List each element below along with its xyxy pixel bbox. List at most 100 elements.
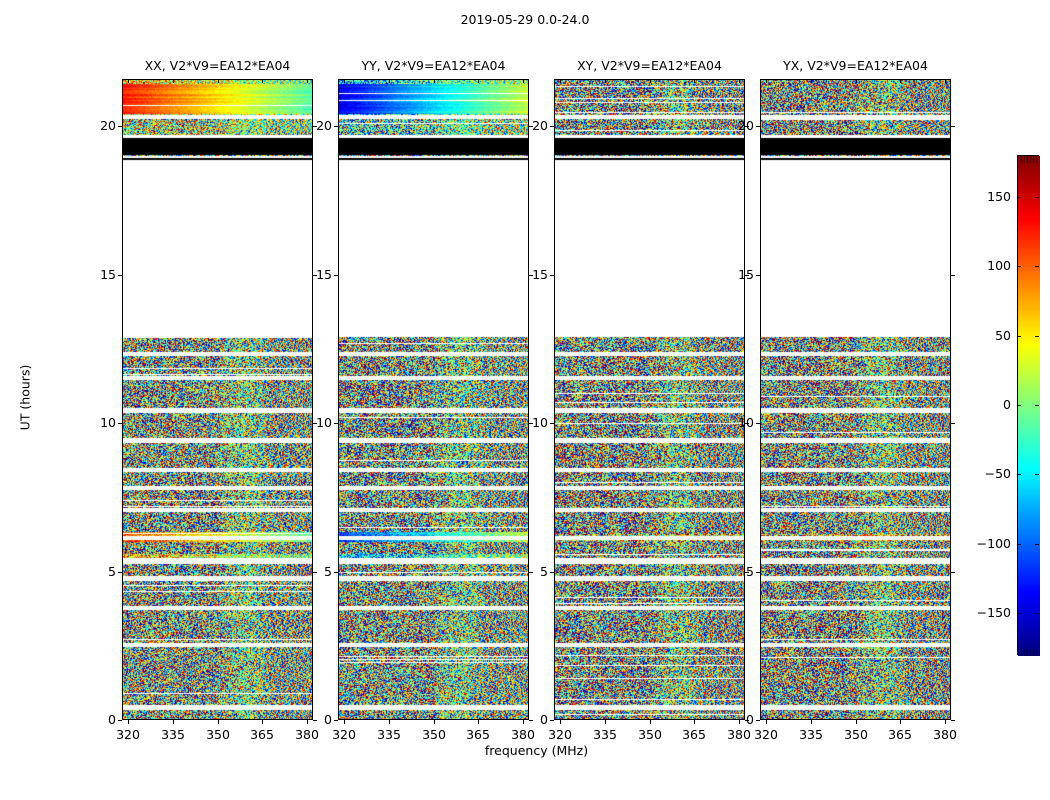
y-tick-label: 0 [540, 712, 548, 727]
axis-tick [951, 572, 955, 573]
y-tick-label: 10 [316, 415, 332, 430]
y-tick-label: 20 [738, 118, 754, 133]
panel-xx[interactable]: XX, V2*V9=EA12*EA04 [122, 58, 313, 720]
y-tick-label: 5 [746, 564, 754, 579]
axis-tick [739, 720, 740, 724]
axis-tick [550, 572, 554, 573]
panel-xy[interactable]: XY, V2*V9=EA12*EA04 [554, 58, 745, 720]
x-tick-label: 365 [466, 727, 490, 742]
panel-xy-heatmap [554, 79, 745, 720]
panel-yx-title: YX, V2*V9=EA12*EA04 [783, 58, 928, 73]
figure-suptitle: 2019-05-29 0.0-24.0 [460, 12, 590, 27]
y-tick-label: 5 [108, 564, 116, 579]
colorbar-tick [1017, 405, 1021, 406]
axis-tick [529, 572, 533, 573]
y-tick-label: 15 [738, 267, 754, 282]
axis-tick [334, 275, 338, 276]
axis-tick [945, 79, 946, 83]
colorbar-gradient [1018, 156, 1040, 656]
colorbar-tick [1035, 405, 1039, 406]
x-tick-label: 380 [511, 727, 535, 742]
x-tick-label: 365 [888, 727, 912, 742]
axis-tick [605, 79, 606, 83]
colorbar-tick-label: 0 [1003, 397, 1011, 412]
panel-yx[interactable]: YX, V2*V9=EA12*EA04 [760, 58, 951, 720]
x-tick-label: 320 [548, 727, 572, 742]
axis-tick [745, 572, 749, 573]
axis-tick [344, 720, 345, 724]
axis-tick [128, 79, 129, 83]
axis-tick [856, 79, 857, 83]
y-tick-label: 5 [324, 564, 332, 579]
panel-xy-frame [554, 79, 745, 720]
axis-tick [900, 720, 901, 724]
axis-tick [313, 275, 317, 276]
axis-tick [951, 423, 955, 424]
axis-tick [173, 79, 174, 83]
y-tick-label: 20 [100, 118, 116, 133]
axis-tick [856, 720, 857, 724]
axis-tick [218, 720, 219, 724]
colorbar-tick-label: −150 [976, 605, 1011, 620]
y-tick-label: 0 [324, 712, 332, 727]
axis-tick [745, 126, 749, 127]
axis-tick [529, 126, 533, 127]
axis-tick [945, 720, 946, 724]
axis-tick [951, 720, 955, 721]
panel-yy[interactable]: YY, V2*V9=EA12*EA04 [338, 58, 529, 720]
x-tick-label: 380 [295, 727, 319, 742]
panel-yy-heatmap [338, 79, 529, 720]
panel-xy-title: XY, V2*V9=EA12*EA04 [577, 58, 722, 73]
axis-tick [694, 720, 695, 724]
panel-xx-frame [122, 79, 313, 720]
axis-tick [745, 423, 749, 424]
axis-tick [313, 720, 317, 721]
axis-tick [262, 720, 263, 724]
axis-tick [560, 720, 561, 724]
axis-tick [756, 423, 760, 424]
x-tick-label: 335 [161, 727, 185, 742]
x-tick-label: 320 [332, 727, 356, 742]
axis-tick [739, 79, 740, 83]
y-tick-label: 20 [316, 118, 332, 133]
colorbar-tick [1017, 613, 1021, 614]
axis-tick [951, 275, 955, 276]
x-tick-label: 380 [933, 727, 957, 742]
axis-tick [766, 79, 767, 83]
x-tick-label: 335 [799, 727, 823, 742]
axis-tick [745, 275, 749, 276]
y-tick-label: 15 [532, 267, 548, 282]
axis-tick [756, 572, 760, 573]
axis-tick [550, 126, 554, 127]
axis-tick [951, 126, 955, 127]
panel-xx-heatmap [122, 79, 313, 720]
y-axis-title: UT (hours) [17, 364, 33, 430]
axis-tick [313, 126, 317, 127]
colorbar-tick [1017, 474, 1021, 475]
axis-tick [334, 720, 338, 721]
axis-tick [560, 79, 561, 83]
axis-tick [756, 126, 760, 127]
colorbar-tick [1017, 266, 1021, 267]
x-tick-label: 350 [422, 727, 446, 742]
x-tick-label: 380 [727, 727, 751, 742]
x-tick-label: 365 [250, 727, 274, 742]
colorbar-tick-label: −50 [984, 466, 1011, 481]
y-tick-label: 15 [316, 267, 332, 282]
axis-tick [118, 720, 122, 721]
axis-tick [900, 79, 901, 83]
axis-tick [745, 720, 749, 721]
colorbar-tick [1035, 197, 1039, 198]
colorbar-tick-label: 100 [987, 258, 1011, 273]
x-tick-label: 350 [206, 727, 230, 742]
axis-tick [529, 275, 533, 276]
axis-tick [811, 79, 812, 83]
axis-tick [550, 423, 554, 424]
axis-tick [344, 79, 345, 83]
axis-tick [128, 720, 129, 724]
axis-tick [766, 720, 767, 724]
panel-yx-frame [760, 79, 951, 720]
axis-tick [313, 423, 317, 424]
x-tick-label: 335 [377, 727, 401, 742]
colorbar-tick-label: 50 [995, 328, 1011, 343]
